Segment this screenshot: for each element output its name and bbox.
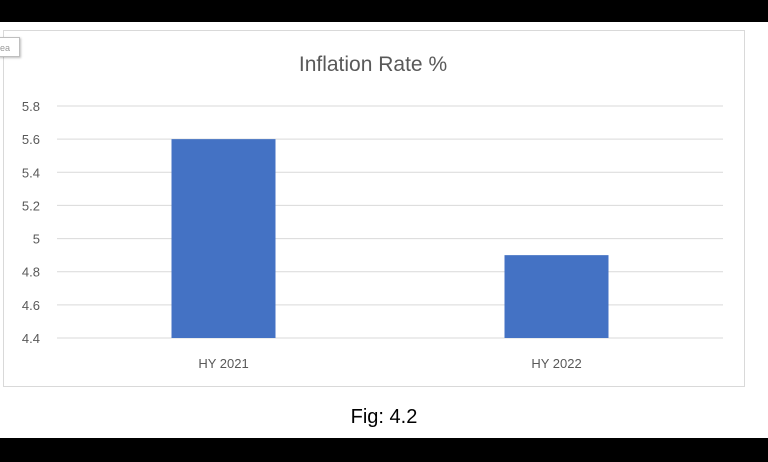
chart-frame[interactable] (3, 30, 745, 387)
chart-title: Inflation Rate % (299, 53, 447, 76)
y-axis-ticks: 4.4 4.6 4.8 5 5.2 5.4 5.6 5.8 (22, 99, 40, 346)
page: ea Fig: 4.2 (0, 22, 768, 438)
x-axis-ticks: HY 2021 HY 2022 (198, 356, 581, 371)
bar-hy-2022[interactable] (504, 255, 609, 338)
y-tick-label: 5.2 (22, 198, 40, 213)
y-tick-label: 5 (33, 232, 40, 247)
corner-tab[interactable]: ea (0, 37, 20, 57)
y-tick-label: 5.6 (22, 132, 40, 147)
x-tick-label: HY 2022 (531, 356, 581, 371)
bar-hy-2021[interactable] (171, 139, 276, 338)
y-tick-label: 4.4 (22, 331, 40, 346)
y-tick-label: 5.4 (22, 165, 40, 180)
x-tick-label: HY 2021 (198, 356, 248, 371)
bars (171, 139, 609, 338)
y-tick-label: 5.8 (22, 99, 40, 114)
gridlines (57, 105, 723, 339)
figure-caption: Fig: 4.2 (350, 406, 418, 428)
y-tick-label: 4.6 (22, 298, 40, 313)
y-tick-label: 4.8 (22, 265, 40, 280)
